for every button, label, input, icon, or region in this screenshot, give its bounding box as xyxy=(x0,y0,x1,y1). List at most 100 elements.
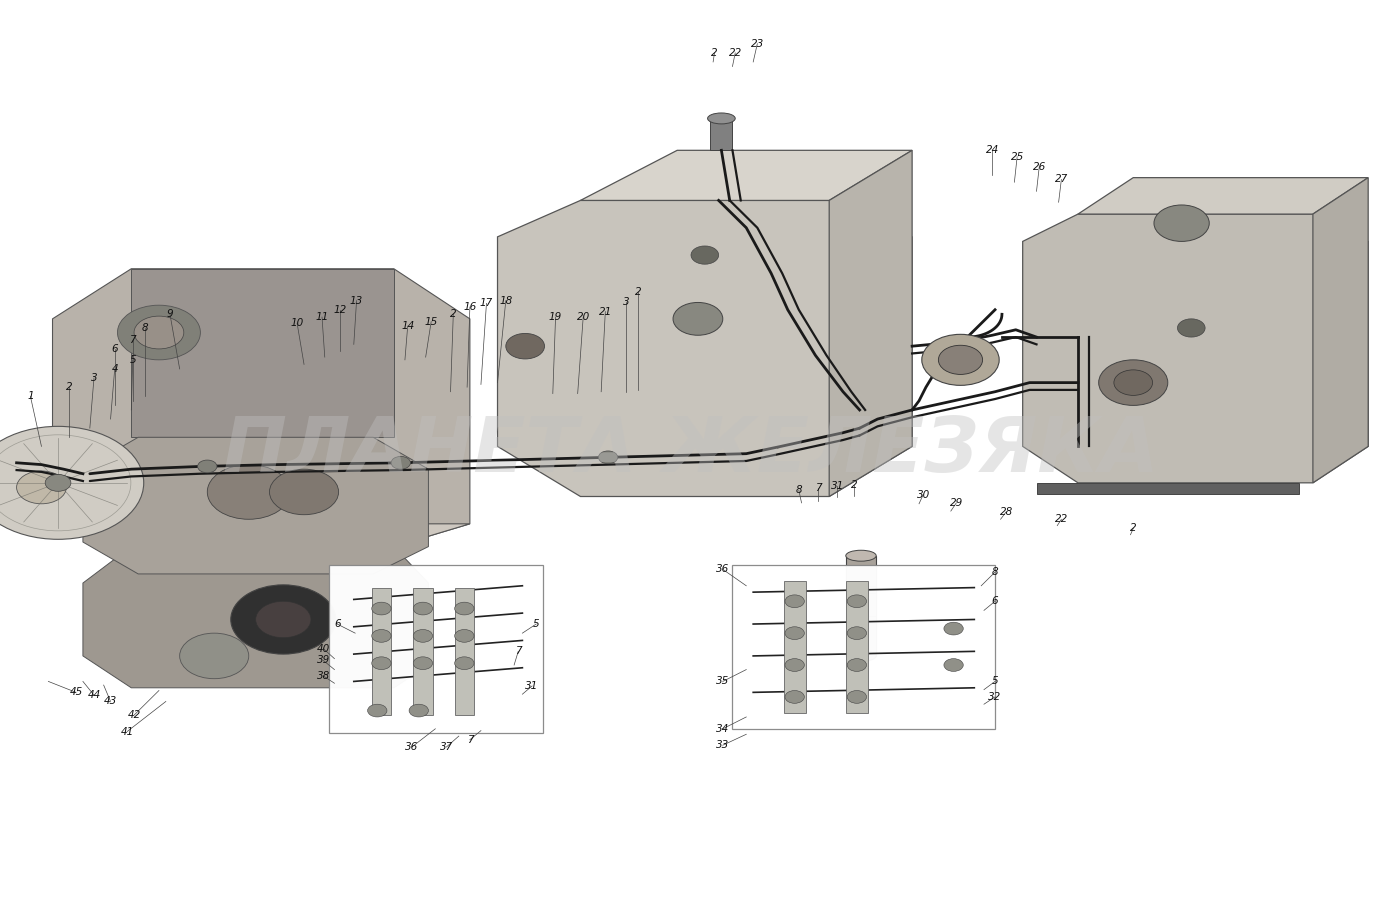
Text: 24: 24 xyxy=(985,146,999,155)
Text: 45: 45 xyxy=(69,688,83,697)
Text: 35: 35 xyxy=(716,677,730,686)
Bar xyxy=(372,588,391,715)
Polygon shape xyxy=(131,269,394,437)
Circle shape xyxy=(17,471,66,504)
Circle shape xyxy=(180,633,249,679)
Circle shape xyxy=(413,630,433,642)
Text: 30: 30 xyxy=(916,490,930,499)
Circle shape xyxy=(944,622,963,635)
Circle shape xyxy=(1177,319,1205,337)
Text: 7: 7 xyxy=(467,735,473,744)
Text: 6: 6 xyxy=(112,344,117,353)
Text: 6: 6 xyxy=(334,619,340,629)
Text: 40: 40 xyxy=(316,644,330,653)
Text: 7: 7 xyxy=(815,484,821,493)
Text: 36: 36 xyxy=(405,742,419,752)
Bar xyxy=(846,616,876,623)
Text: 31: 31 xyxy=(525,681,539,691)
Text: 4: 4 xyxy=(112,364,117,374)
Circle shape xyxy=(847,627,867,640)
Text: 31: 31 xyxy=(831,482,844,491)
Bar xyxy=(846,586,876,593)
Text: 11: 11 xyxy=(315,312,329,322)
Text: 18: 18 xyxy=(499,296,513,305)
Text: 44: 44 xyxy=(87,691,101,700)
Circle shape xyxy=(922,334,999,385)
Text: 8: 8 xyxy=(796,486,802,495)
Polygon shape xyxy=(1078,178,1368,214)
Text: 3: 3 xyxy=(623,298,629,307)
Text: 20: 20 xyxy=(576,312,590,322)
Bar xyxy=(846,556,876,656)
Text: 42: 42 xyxy=(127,711,141,720)
Circle shape xyxy=(785,691,804,703)
Text: 38: 38 xyxy=(316,671,330,681)
Circle shape xyxy=(506,333,545,359)
Circle shape xyxy=(455,657,474,670)
Text: 26: 26 xyxy=(1032,162,1046,171)
Circle shape xyxy=(785,627,804,640)
Bar xyxy=(329,565,543,733)
Circle shape xyxy=(231,585,336,654)
Bar xyxy=(784,581,806,713)
Circle shape xyxy=(1114,370,1153,395)
Circle shape xyxy=(455,602,474,615)
Circle shape xyxy=(391,456,410,469)
Polygon shape xyxy=(53,269,470,547)
Circle shape xyxy=(413,602,433,615)
Text: 13: 13 xyxy=(350,296,363,305)
Circle shape xyxy=(944,659,963,671)
Polygon shape xyxy=(710,118,732,150)
Text: 29: 29 xyxy=(949,498,963,507)
Text: 16: 16 xyxy=(463,302,477,312)
Circle shape xyxy=(938,345,983,374)
Circle shape xyxy=(117,305,200,360)
Text: 17: 17 xyxy=(480,299,493,308)
Text: 8: 8 xyxy=(992,568,998,577)
Text: 21: 21 xyxy=(598,307,612,316)
Circle shape xyxy=(673,302,723,335)
Text: 41: 41 xyxy=(120,727,134,736)
Text: 2: 2 xyxy=(712,48,717,57)
Text: 36: 36 xyxy=(716,565,730,574)
Polygon shape xyxy=(829,150,912,496)
Circle shape xyxy=(413,657,433,670)
Text: 15: 15 xyxy=(424,317,438,326)
Polygon shape xyxy=(131,524,470,547)
Text: 8: 8 xyxy=(142,323,148,333)
Ellipse shape xyxy=(846,550,876,561)
Text: 43: 43 xyxy=(104,697,117,706)
Text: 2: 2 xyxy=(451,310,456,319)
Circle shape xyxy=(691,246,719,264)
Circle shape xyxy=(785,659,804,671)
Text: 2: 2 xyxy=(636,287,641,296)
Text: 2: 2 xyxy=(851,480,857,489)
Circle shape xyxy=(409,704,428,717)
Circle shape xyxy=(372,657,391,670)
Text: 33: 33 xyxy=(716,741,730,750)
Circle shape xyxy=(1099,360,1168,405)
Text: 19: 19 xyxy=(549,312,562,322)
Text: 22: 22 xyxy=(1054,515,1068,524)
Ellipse shape xyxy=(846,650,876,661)
Circle shape xyxy=(785,595,804,608)
Polygon shape xyxy=(83,547,428,688)
Bar xyxy=(1036,483,1299,494)
Text: 12: 12 xyxy=(333,305,347,314)
Polygon shape xyxy=(83,437,428,574)
Text: 27: 27 xyxy=(1054,175,1068,184)
Text: 25: 25 xyxy=(1010,152,1024,161)
Text: 9: 9 xyxy=(167,310,173,319)
Text: 32: 32 xyxy=(988,692,1002,701)
Circle shape xyxy=(372,630,391,642)
Ellipse shape xyxy=(708,113,735,124)
Circle shape xyxy=(847,691,867,703)
Circle shape xyxy=(368,704,387,717)
Circle shape xyxy=(198,460,217,473)
Text: 5: 5 xyxy=(130,355,135,364)
Bar xyxy=(732,565,995,729)
Circle shape xyxy=(0,426,144,539)
Text: 23: 23 xyxy=(750,39,764,48)
Text: 6: 6 xyxy=(992,597,998,606)
Circle shape xyxy=(455,630,474,642)
